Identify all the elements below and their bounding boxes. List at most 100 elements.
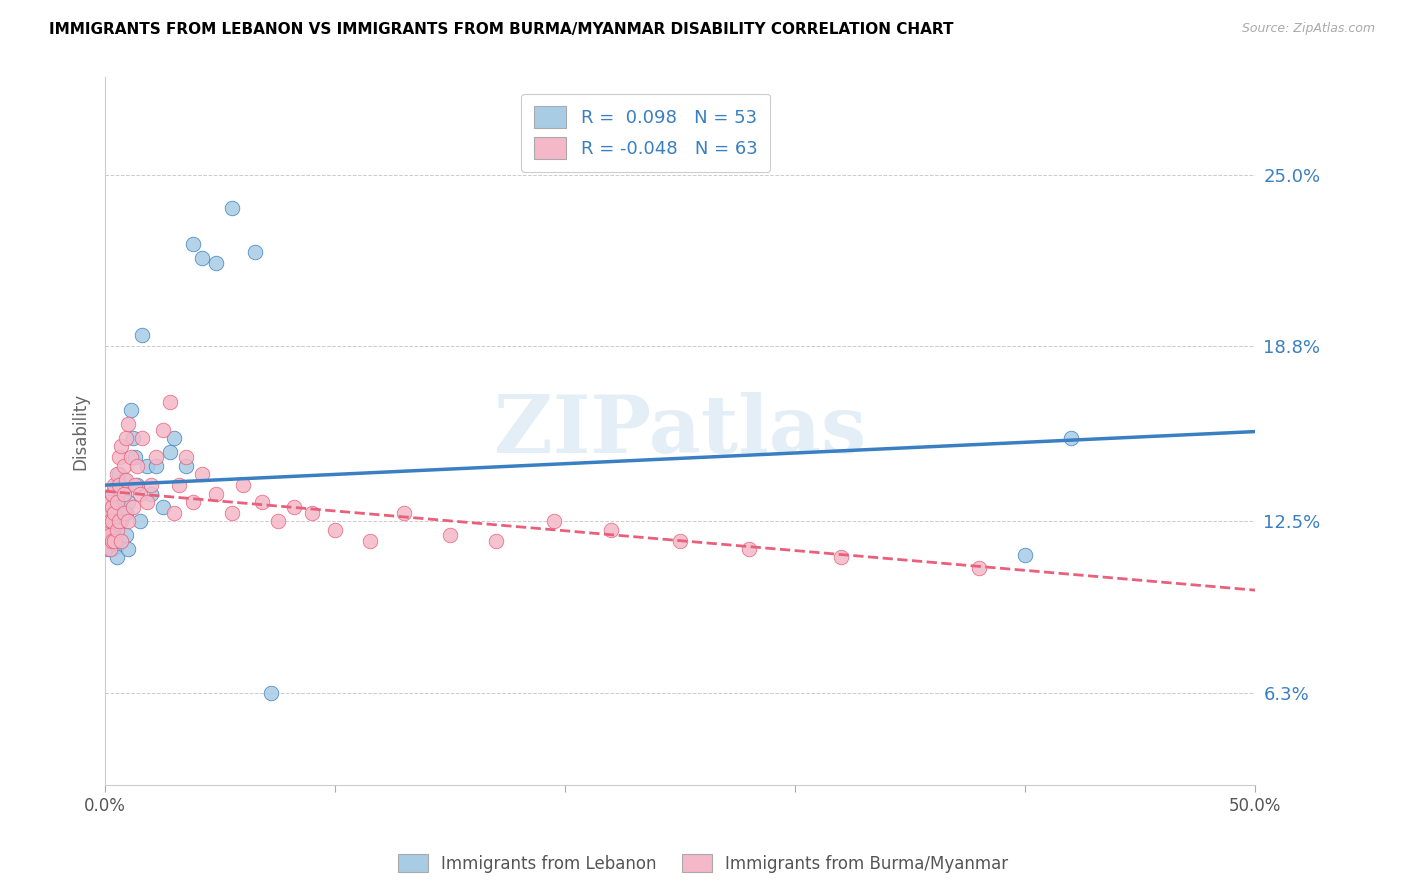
Point bbox=[191, 467, 214, 481]
Point bbox=[96, 523, 118, 537]
Point bbox=[108, 467, 131, 481]
Point bbox=[181, 495, 204, 509]
Point bbox=[163, 506, 186, 520]
Point bbox=[145, 450, 167, 465]
Point bbox=[96, 523, 118, 537]
Point bbox=[243, 245, 266, 260]
Point bbox=[103, 533, 125, 548]
Point bbox=[152, 423, 174, 437]
Point bbox=[103, 506, 125, 520]
Point bbox=[96, 533, 118, 548]
Point bbox=[392, 506, 415, 520]
Point bbox=[108, 514, 131, 528]
Point bbox=[135, 458, 157, 473]
Point bbox=[830, 550, 852, 565]
Point bbox=[101, 486, 124, 500]
Point bbox=[267, 514, 290, 528]
Point bbox=[110, 439, 132, 453]
Point bbox=[105, 550, 128, 565]
Point bbox=[121, 431, 143, 445]
Point bbox=[131, 328, 153, 343]
Point bbox=[128, 486, 150, 500]
Point bbox=[120, 450, 142, 465]
Point bbox=[439, 528, 461, 542]
Point bbox=[112, 473, 135, 487]
Point bbox=[112, 486, 135, 500]
Point bbox=[163, 431, 186, 445]
Point bbox=[204, 256, 226, 270]
Point bbox=[260, 686, 283, 700]
Point bbox=[1014, 548, 1036, 562]
Point bbox=[115, 506, 138, 520]
Text: Source: ZipAtlas.com: Source: ZipAtlas.com bbox=[1241, 22, 1375, 36]
Point bbox=[103, 528, 125, 542]
Point bbox=[181, 236, 204, 251]
Text: ZIPatlas: ZIPatlas bbox=[494, 392, 866, 470]
Point bbox=[301, 506, 323, 520]
Point bbox=[98, 531, 121, 545]
Point bbox=[101, 533, 124, 548]
Point bbox=[110, 533, 132, 548]
Point bbox=[105, 516, 128, 531]
Point bbox=[101, 523, 124, 537]
Point bbox=[96, 533, 118, 548]
Point bbox=[117, 417, 139, 432]
Point bbox=[98, 541, 121, 556]
Point bbox=[159, 445, 181, 459]
Point bbox=[103, 506, 125, 520]
Point bbox=[669, 533, 692, 548]
Point bbox=[101, 500, 124, 515]
Point bbox=[110, 533, 132, 548]
Point bbox=[1060, 431, 1083, 445]
Point bbox=[120, 403, 142, 417]
Point bbox=[96, 541, 118, 556]
Point bbox=[108, 450, 131, 465]
Point bbox=[359, 533, 381, 548]
Point bbox=[145, 458, 167, 473]
Point bbox=[101, 514, 124, 528]
Point bbox=[96, 506, 118, 520]
Text: IMMIGRANTS FROM LEBANON VS IMMIGRANTS FROM BURMA/MYANMAR DISABILITY CORRELATION : IMMIGRANTS FROM LEBANON VS IMMIGRANTS FR… bbox=[49, 22, 953, 37]
Point bbox=[98, 516, 121, 531]
Point bbox=[115, 473, 138, 487]
Point bbox=[112, 458, 135, 473]
Point bbox=[115, 431, 138, 445]
Point bbox=[98, 495, 121, 509]
Point bbox=[98, 511, 121, 525]
Point bbox=[738, 541, 761, 556]
Point bbox=[232, 478, 254, 492]
Point bbox=[221, 201, 243, 215]
Point bbox=[121, 500, 143, 515]
Point bbox=[103, 478, 125, 492]
Point bbox=[127, 458, 149, 473]
Point bbox=[543, 514, 565, 528]
Point bbox=[174, 458, 197, 473]
Point bbox=[115, 528, 138, 542]
Point bbox=[174, 450, 197, 465]
Point bbox=[108, 478, 131, 492]
Y-axis label: Disability: Disability bbox=[72, 392, 89, 470]
Point bbox=[283, 500, 305, 515]
Point bbox=[101, 533, 124, 548]
Legend: Immigrants from Lebanon, Immigrants from Burma/Myanmar: Immigrants from Lebanon, Immigrants from… bbox=[391, 847, 1015, 880]
Point bbox=[323, 523, 346, 537]
Point bbox=[98, 525, 121, 540]
Point bbox=[112, 506, 135, 520]
Point bbox=[204, 486, 226, 500]
Point bbox=[485, 533, 508, 548]
Point bbox=[117, 495, 139, 509]
Point bbox=[191, 251, 214, 265]
Point bbox=[105, 523, 128, 537]
Point bbox=[124, 478, 146, 492]
Point bbox=[98, 528, 121, 542]
Point bbox=[127, 478, 149, 492]
Point bbox=[105, 467, 128, 481]
Point bbox=[135, 495, 157, 509]
Point bbox=[98, 514, 121, 528]
Point bbox=[152, 500, 174, 515]
Point bbox=[600, 523, 623, 537]
Point bbox=[96, 528, 118, 542]
Point bbox=[250, 495, 273, 509]
Point bbox=[105, 478, 128, 492]
Point bbox=[124, 450, 146, 465]
